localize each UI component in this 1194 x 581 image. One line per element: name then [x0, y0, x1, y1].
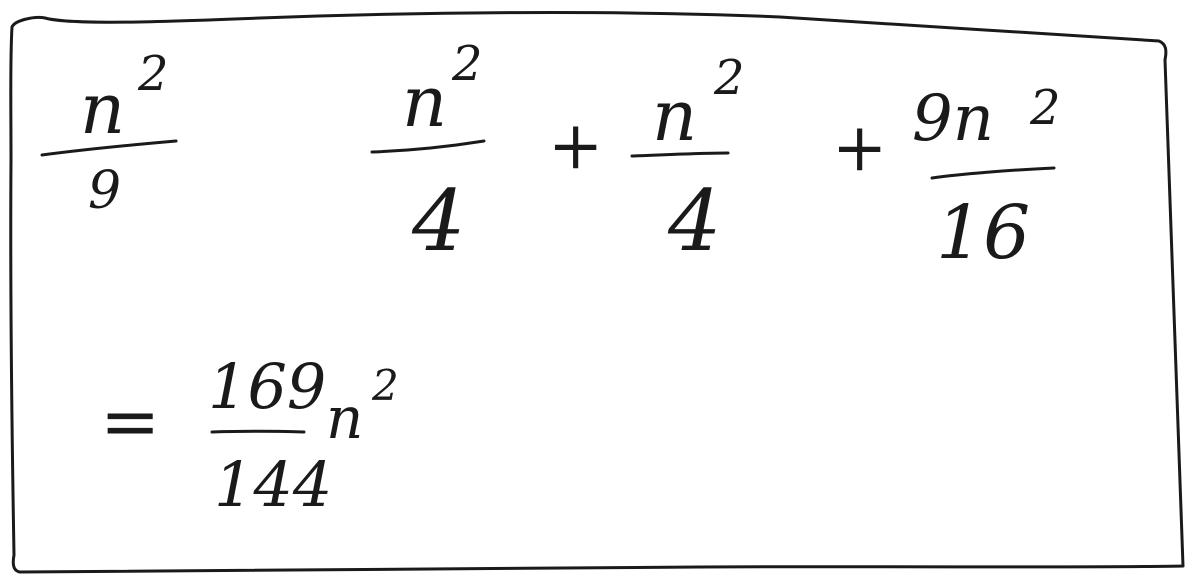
- result-expression: = 169 144 n 2: [100, 350, 399, 521]
- term-a-denominator: 9: [88, 161, 121, 221]
- plus-sign-1: +: [548, 107, 603, 184]
- term-b3-numerator: 9n: [912, 82, 994, 156]
- fraction-term-b3: 9n 2 16: [912, 80, 1061, 276]
- term-a-fraction-bar: [40, 139, 178, 157]
- term-b3-exponent: 2: [1029, 80, 1061, 136]
- term-b3-fraction-bar: [930, 166, 1056, 180]
- result-equals-sign: =: [100, 379, 160, 463]
- fraction-term-b2: n 2 4: [630, 50, 745, 270]
- result-fraction-bar: [210, 429, 306, 434]
- term-a-exponent: 2: [137, 46, 169, 102]
- term-b3-denominator: 16: [936, 190, 1030, 276]
- result-numerator: 169: [208, 350, 326, 423]
- sketch-border: [9, 11, 1185, 574]
- fraction-term-a: n 2 9: [40, 46, 178, 221]
- term-a-numerator: n: [80, 68, 125, 150]
- term-b2-exponent: 2: [713, 50, 745, 106]
- term-b2-denominator: 4: [667, 172, 721, 270]
- fraction-term-b1: n 2 4: [370, 36, 486, 270]
- result-variable: n: [326, 384, 363, 452]
- term-b2-fraction-bar: [630, 151, 730, 158]
- term-b1-fraction-bar: [370, 139, 486, 154]
- result-exponent: 2: [371, 361, 399, 410]
- result-denominator: 144: [214, 448, 332, 521]
- plus-sign-2: +: [832, 109, 887, 186]
- term-b1-denominator: 4: [411, 172, 465, 270]
- term-b2-numerator: n: [652, 75, 697, 157]
- term-b1-numerator: n: [402, 61, 447, 143]
- term-b1-exponent: 2: [451, 36, 483, 92]
